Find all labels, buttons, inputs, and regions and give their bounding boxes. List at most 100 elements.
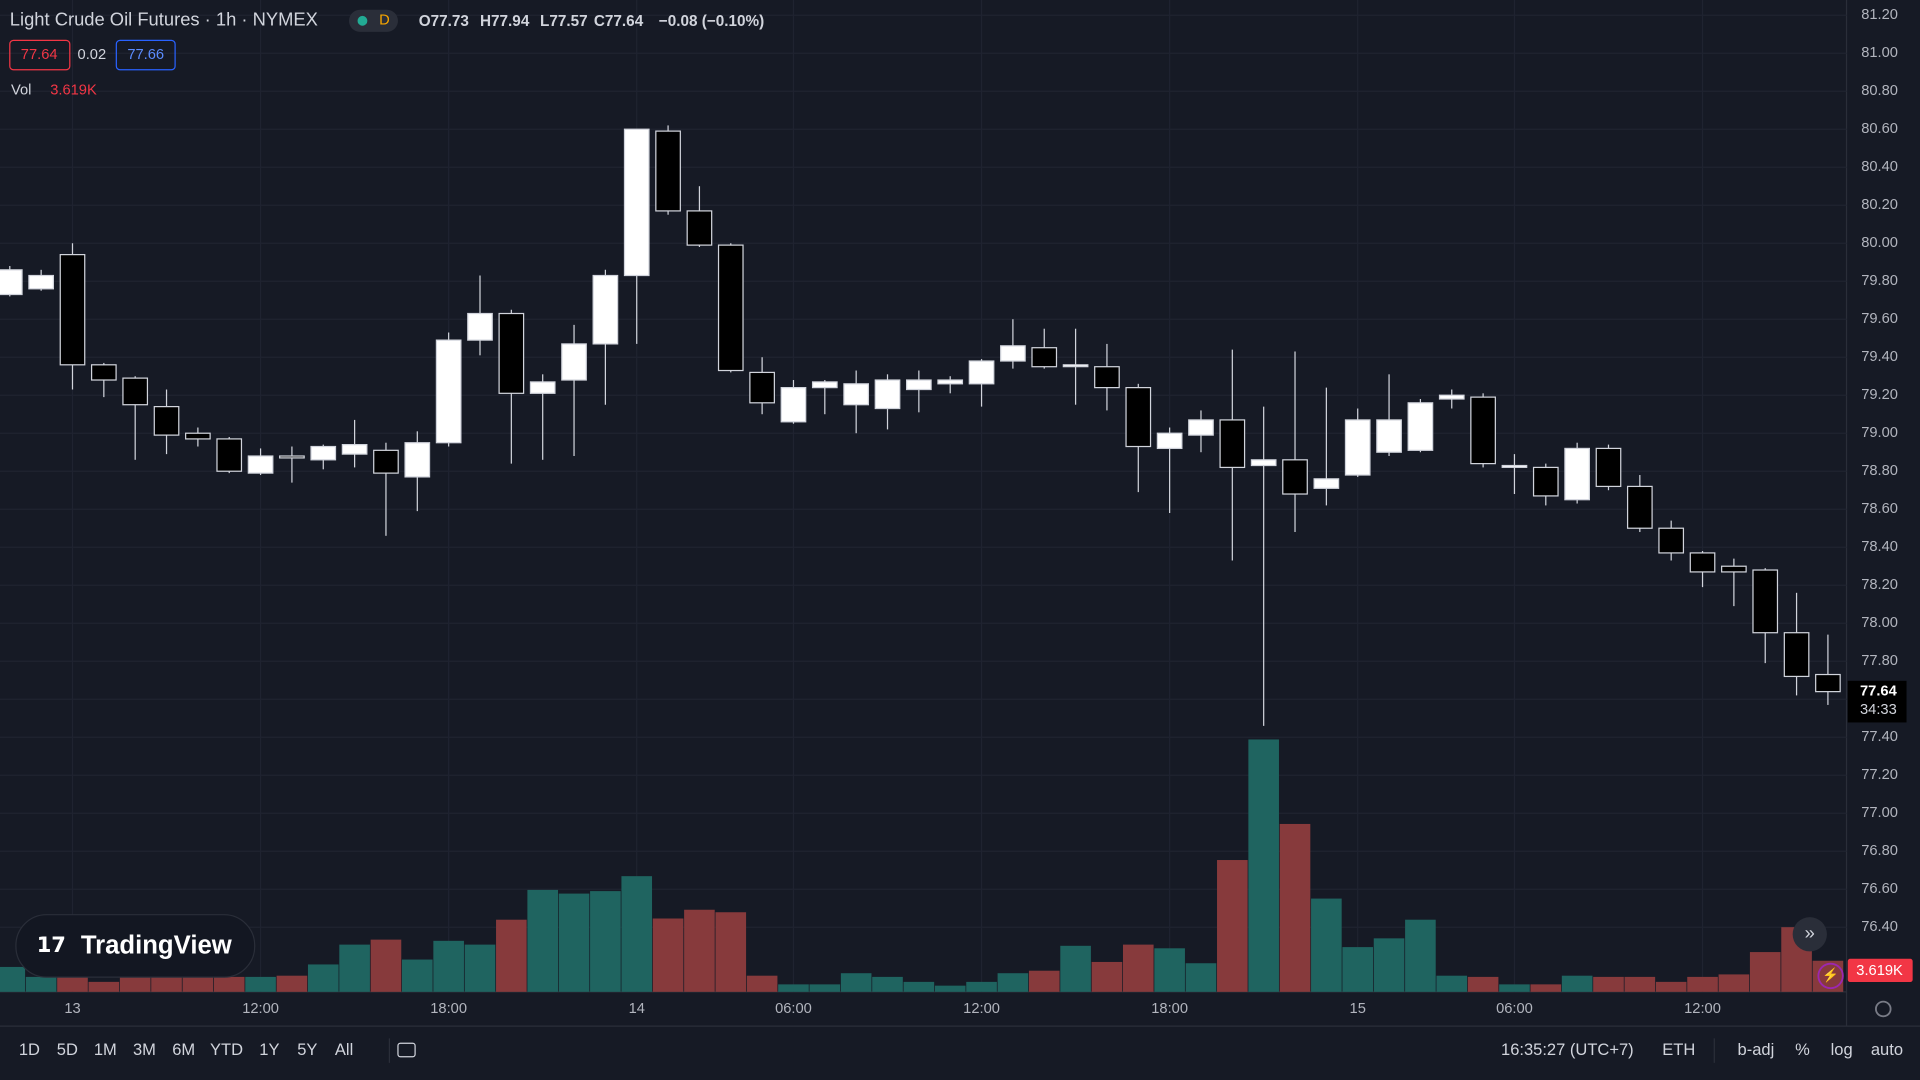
ask-price: 77.66 <box>127 47 164 63</box>
goto-date-button[interactable] <box>397 1042 416 1058</box>
last-price: 77.64 <box>1860 684 1898 700</box>
scale-option[interactable]: % <box>1795 1040 1810 1059</box>
volume-bar <box>307 964 339 992</box>
volume-bar <box>1185 963 1217 992</box>
range-button[interactable]: All <box>335 1040 353 1059</box>
ohlc-low: L77.57 <box>540 13 588 30</box>
candle-body <box>341 444 368 455</box>
candle-body <box>1689 552 1716 573</box>
x-tick-label: 12:00 <box>242 1001 279 1017</box>
x-tick-label: 14 <box>629 1001 645 1017</box>
settings-button[interactable] <box>1875 1000 1892 1018</box>
ask-box[interactable] <box>115 39 176 71</box>
logo-badge[interactable] <box>15 914 256 978</box>
range-button[interactable]: 5Y <box>297 1040 317 1059</box>
volume-bar <box>1091 961 1123 992</box>
candle-body <box>498 312 525 394</box>
range-button[interactable]: YTD <box>210 1040 243 1059</box>
y-tick-label: 77.40 <box>1861 729 1898 745</box>
candle-body <box>279 455 305 459</box>
scroll-button[interactable] <box>1792 917 1827 952</box>
chart-title: Light Crude Oil Futures · 1h · NYMEX <box>10 9 318 30</box>
candle-body <box>1595 447 1622 488</box>
range-button[interactable]: 5D <box>57 1040 78 1059</box>
volume-bar <box>151 975 182 992</box>
volume-bar <box>1217 860 1248 992</box>
y-tick-label: 77.20 <box>1861 767 1898 783</box>
range-button[interactable]: 6M <box>172 1040 195 1059</box>
volume-bar <box>1060 945 1091 992</box>
x-tick-label: 13 <box>64 1001 80 1017</box>
volume-bar <box>1624 976 1656 992</box>
candle-body <box>968 360 995 385</box>
range-button[interactable]: 1M <box>94 1040 117 1059</box>
candle-body <box>1501 464 1528 468</box>
candle-body <box>1470 396 1496 465</box>
candle-body <box>1000 345 1026 362</box>
volume-bar <box>370 939 402 992</box>
candle-body <box>310 445 337 461</box>
range-button[interactable]: 3M <box>133 1040 156 1059</box>
ohlc-high: H77.94 <box>480 13 530 30</box>
session-badge: D <box>379 13 390 29</box>
volume-bar <box>590 891 621 992</box>
candle-body <box>561 343 587 381</box>
candle-body <box>1313 478 1340 489</box>
volume-bar <box>840 973 872 992</box>
candle-body <box>937 379 964 385</box>
logo-text: TradingView <box>81 931 233 959</box>
y-tick-label: 78.20 <box>1861 577 1898 593</box>
candle-body <box>373 449 399 474</box>
volume-bar <box>245 976 276 992</box>
bid-box[interactable] <box>9 39 71 71</box>
y-tick-label: 79.80 <box>1861 273 1898 289</box>
y-tick-label: 78.40 <box>1861 539 1898 555</box>
scale-option[interactable]: auto <box>1871 1040 1903 1059</box>
plot-area <box>0 0 1847 992</box>
volume-bar <box>339 944 370 992</box>
range-button[interactable]: 1Y <box>259 1040 279 1059</box>
volume-tag <box>1847 958 1913 983</box>
volume-bar <box>213 976 245 992</box>
scale-option[interactable]: log <box>1831 1040 1853 1059</box>
candle-body <box>686 210 713 246</box>
candle-body <box>90 364 117 381</box>
candle-body <box>1438 394 1465 400</box>
volume-bar <box>966 981 997 992</box>
volume-bar <box>0 966 26 992</box>
candle-body <box>780 387 807 423</box>
bolt-button[interactable] <box>1817 962 1844 990</box>
candle-body <box>216 438 243 472</box>
vol-value: 3.619K <box>50 82 97 98</box>
candle-body <box>122 377 149 406</box>
candle-body <box>1783 632 1810 678</box>
volume-bar <box>903 981 935 992</box>
y-tick-label: 79.20 <box>1861 387 1898 403</box>
candle-body <box>1250 459 1277 467</box>
volume-bar <box>1342 947 1374 992</box>
session-toggle[interactable]: ETH <box>1662 1040 1695 1059</box>
volume-bar <box>621 876 653 992</box>
volume-bar <box>1373 938 1405 992</box>
candle-body <box>1407 402 1434 451</box>
bid-price: 77.64 <box>21 47 58 63</box>
x-tick-label: 06:00 <box>1496 1001 1533 1017</box>
scale-option[interactable]: b-adj <box>1738 1040 1775 1059</box>
volume-bar <box>872 976 903 992</box>
y-tick-label: 78.00 <box>1861 615 1898 631</box>
candle-body <box>1658 527 1685 554</box>
volume-bar <box>1687 976 1718 992</box>
candle-body <box>874 379 901 410</box>
range-button[interactable]: 1D <box>19 1040 40 1059</box>
candle-body <box>1062 364 1089 368</box>
candle-body <box>843 383 870 406</box>
spread: 0.02 <box>78 47 107 63</box>
candle-body <box>717 244 744 372</box>
status-dot <box>357 15 368 26</box>
y-tick-label: 77.80 <box>1861 653 1898 669</box>
candle-body <box>1188 419 1214 436</box>
volume-bar <box>464 944 496 992</box>
candle-body <box>623 128 650 277</box>
candle-body <box>1156 432 1183 450</box>
